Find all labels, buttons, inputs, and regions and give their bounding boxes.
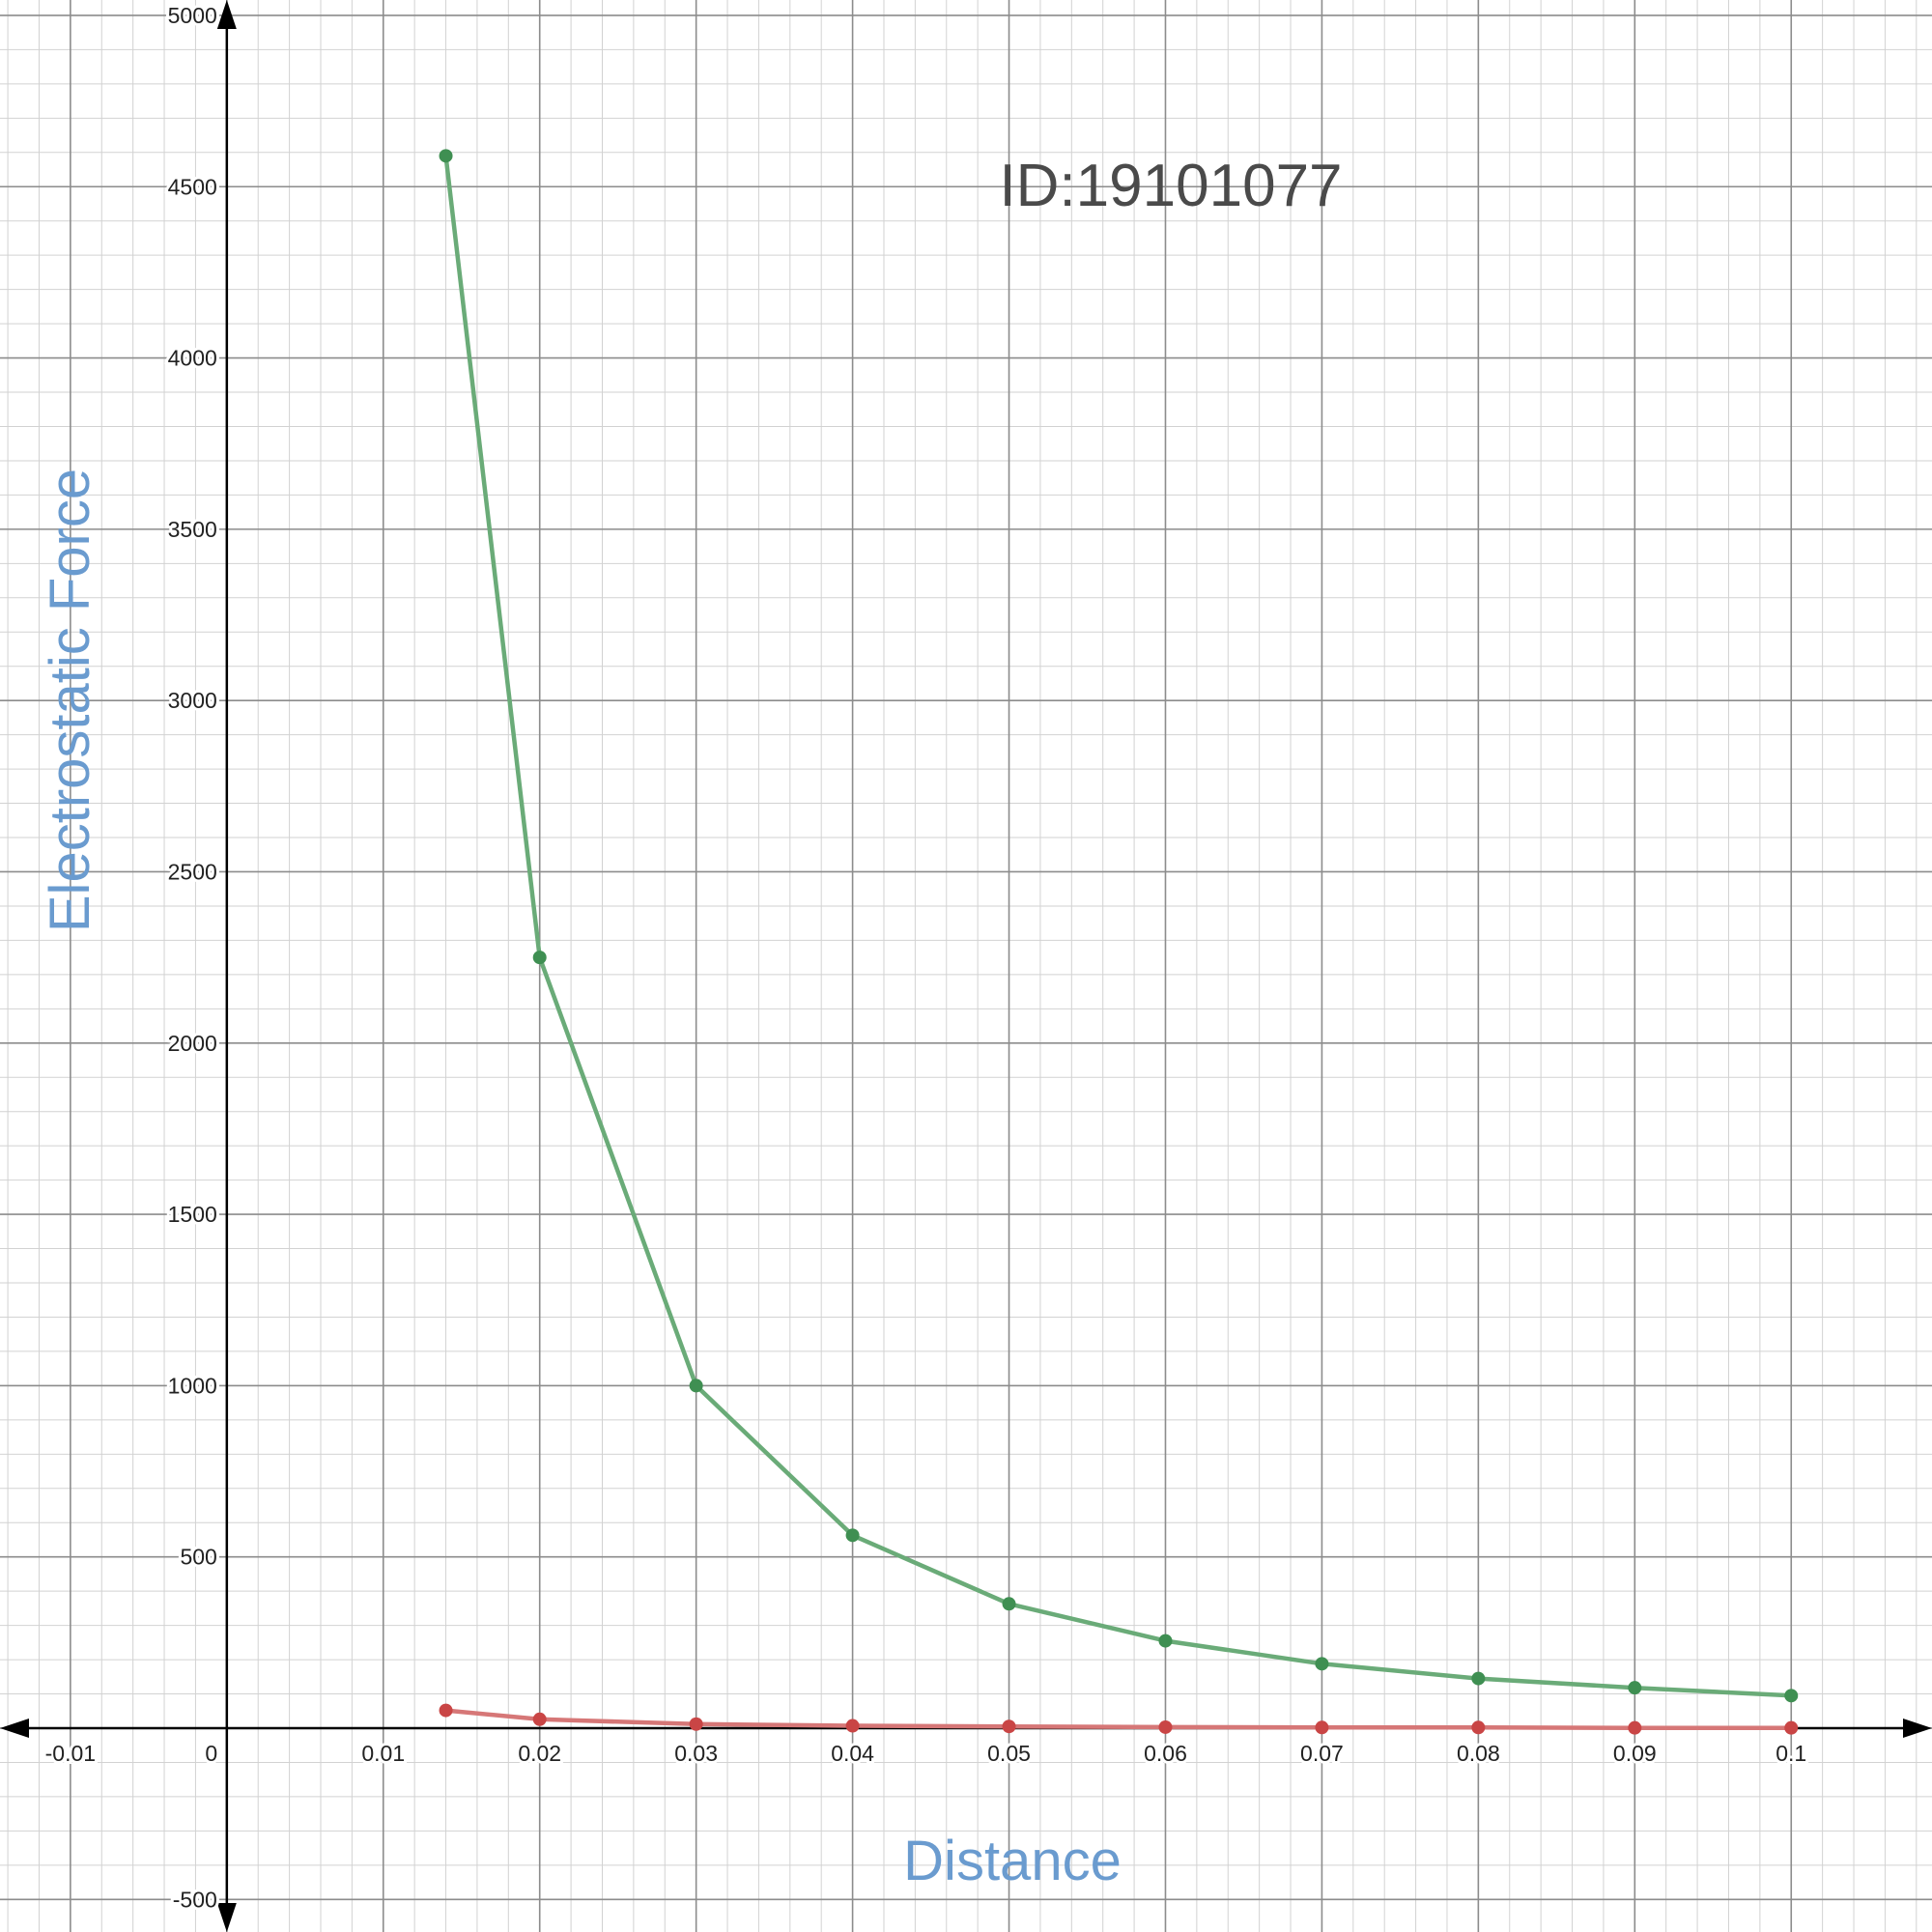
x-axis-arrow-left — [0, 1719, 29, 1739]
series-2-point — [1628, 1720, 1642, 1735]
x-axis-arrow-right — [1903, 1719, 1932, 1739]
series-layer — [439, 149, 1799, 1735]
series-2-point — [532, 1712, 547, 1726]
x-tick-label: 0.03 — [674, 1741, 718, 1766]
series-2-point — [1315, 1720, 1329, 1735]
series-1-point — [439, 149, 453, 163]
y-axis-arrow-top — [216, 0, 237, 29]
series-1-point — [1471, 1671, 1486, 1686]
y-tick-label: 2000 — [168, 1031, 217, 1056]
y-tick-label: 4000 — [168, 346, 217, 371]
series-2-point — [439, 1703, 453, 1718]
x-axis-title: Distance — [903, 1830, 1122, 1892]
series-1-point — [1784, 1689, 1799, 1703]
x-tick-label: 0.04 — [831, 1741, 874, 1766]
y-tick-label: 3000 — [168, 688, 217, 713]
y-tick-label: 500 — [180, 1545, 216, 1570]
x-tick-label: 0.01 — [361, 1741, 405, 1766]
y-tick-label: 5000 — [168, 3, 217, 28]
x-tick-label: -0.01 — [45, 1741, 96, 1766]
series-1-point — [1628, 1681, 1642, 1695]
y-axis-arrow-bottom — [216, 1903, 237, 1932]
x-tick-label: 0.08 — [1457, 1741, 1500, 1766]
series-1-point — [1158, 1634, 1173, 1648]
x-tick-label: 0.06 — [1144, 1741, 1187, 1766]
series-2-point — [1471, 1720, 1486, 1735]
y-tick-label: 1500 — [168, 1202, 217, 1227]
x-tick-label: 0.09 — [1613, 1741, 1657, 1766]
x-tick-label: 0.05 — [987, 1741, 1031, 1766]
id-annotation: ID:19101077 — [999, 153, 1342, 219]
tick-labels: -0.01 0 0.01 0.02 0.03 0.04 0.05 0.06 0.07 0.08 0.… — [43, 0, 1810, 1915]
y-tick-label: 1000 — [168, 1373, 217, 1398]
y-tick-label: 2500 — [168, 859, 217, 884]
series-2-point — [1784, 1720, 1799, 1735]
y-tick-label: 4500 — [168, 174, 217, 199]
y-axis-title: Electrostatic Force — [39, 469, 101, 932]
series-1-point — [1002, 1597, 1016, 1611]
x-tick-label: 0.07 — [1300, 1741, 1344, 1766]
x-tick-label: 0.02 — [518, 1741, 561, 1766]
series-2-point — [689, 1717, 703, 1731]
series-1-point — [532, 951, 547, 965]
x-tick-label: 0.1 — [1776, 1741, 1806, 1766]
series-2-point — [1002, 1719, 1016, 1734]
series-2-point — [845, 1719, 860, 1733]
series-1-point — [1315, 1657, 1329, 1671]
series-2-point — [1158, 1719, 1173, 1734]
x-tick-label: 0 — [205, 1741, 217, 1766]
y-tick-label: -500 — [173, 1887, 217, 1912]
series-1-line — [443, 156, 1792, 1698]
series-1-point — [689, 1378, 703, 1393]
series-1-point — [845, 1528, 860, 1543]
y-tick-label: 3500 — [168, 517, 217, 542]
series-2-line — [445, 1708, 1792, 1730]
